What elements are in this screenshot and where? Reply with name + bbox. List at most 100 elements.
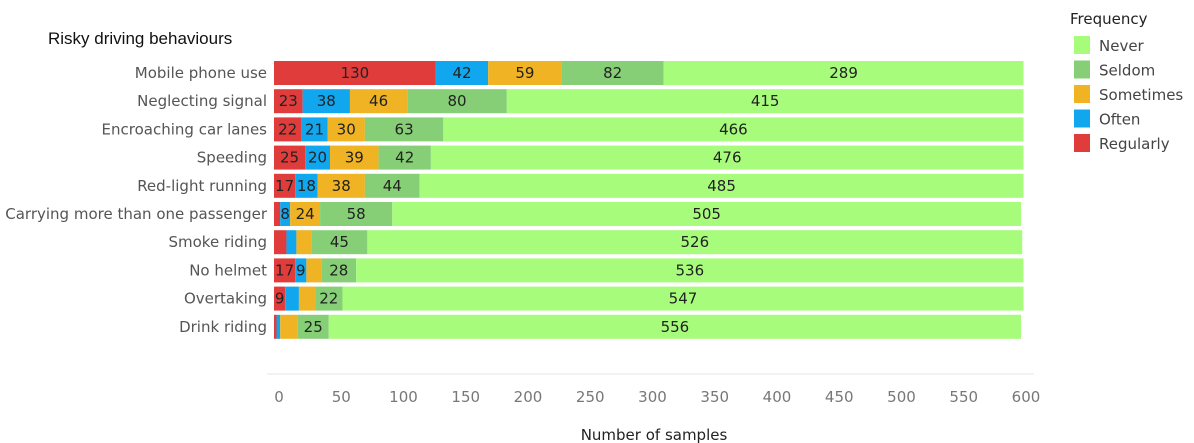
category-label-neglecting-signal: Neglecting signal xyxy=(137,92,267,110)
bar-often-carrying-more-than-one-passenger xyxy=(280,202,291,226)
x-tick-label: 200 xyxy=(514,388,543,406)
bar-seldom-smoke-riding xyxy=(311,230,368,255)
bar-regularly-drink-riding xyxy=(274,314,277,339)
data-label-seldom-mobile-phone-use: 82 xyxy=(603,64,622,82)
data-label-regularly-neglecting-signal: 23 xyxy=(279,92,298,110)
data-label-seldom-drink-riding: 25 xyxy=(304,318,323,336)
bar-never-drink-riding xyxy=(328,314,1021,339)
bar-often-red-light-running xyxy=(295,173,318,198)
data-label-often-no-helmet: 9 xyxy=(296,261,306,279)
legend-swatch-regularly xyxy=(1074,134,1090,152)
bar-sometimes-drink-riding xyxy=(280,314,298,339)
data-label-never-encroaching-car-lanes: 466 xyxy=(719,120,748,138)
bar-seldom-neglecting-signal xyxy=(407,89,507,114)
legend-swatch-seldom xyxy=(1074,60,1090,79)
data-label-never-neglecting-signal: 415 xyxy=(751,92,780,110)
data-label-regularly-overtaking: 9 xyxy=(275,290,285,308)
bar-often-encroaching-car-lanes xyxy=(301,117,328,142)
bar-never-smoke-riding xyxy=(367,230,1023,255)
bar-often-neglecting-signal xyxy=(302,89,350,114)
bar-sometimes-overtaking xyxy=(298,286,316,311)
legend-label-sometimes: Sometimes xyxy=(1099,86,1183,104)
bar-sometimes-encroaching-car-lanes xyxy=(327,117,365,142)
data-label-never-red-light-running: 485 xyxy=(707,177,736,195)
data-label-never-speeding: 476 xyxy=(713,149,742,167)
data-label-sometimes-red-light-running: 38 xyxy=(332,177,351,195)
x-tick-label: 600 xyxy=(1012,388,1041,406)
bar-regularly-encroaching-car-lanes xyxy=(274,117,302,142)
bar-seldom-overtaking xyxy=(315,286,343,311)
x-axis-title: Number of samples xyxy=(581,426,728,443)
bar-regularly-overtaking xyxy=(274,286,286,311)
x-tick-label: 150 xyxy=(451,388,480,406)
bar-seldom-speeding xyxy=(378,145,431,170)
bar-seldom-encroaching-car-lanes xyxy=(364,117,444,142)
bar-regularly-carrying-more-than-one-passenger xyxy=(274,202,281,226)
bar-often-smoke-riding xyxy=(286,230,297,255)
data-label-often-speeding: 20 xyxy=(308,149,327,167)
bar-never-overtaking xyxy=(342,286,1024,311)
x-tick-label: 300 xyxy=(638,388,667,406)
chart-title: Risky driving behaviours xyxy=(48,29,232,48)
data-label-regularly-speeding: 25 xyxy=(280,149,299,167)
legend-swatch-often xyxy=(1074,109,1090,128)
x-tick-label: 350 xyxy=(700,388,729,406)
x-tick-label: 500 xyxy=(887,388,916,406)
x-tick-label: 100 xyxy=(389,388,418,406)
category-label-red-light-running: Red-light running xyxy=(137,177,267,195)
category-label-overtaking: Overtaking xyxy=(184,290,267,308)
legend-swatch-never xyxy=(1074,36,1090,54)
bar-often-drink-riding xyxy=(276,314,281,339)
data-label-regularly-red-light-running: 17 xyxy=(275,177,294,195)
data-label-sometimes-mobile-phone-use: 59 xyxy=(515,64,534,82)
x-axis-ticks: 0 50 100 150 200 250 300 350 400 450 500 550 600 xyxy=(274,388,1040,406)
data-label-seldom-neglecting-signal: 80 xyxy=(447,92,466,110)
bar-never-encroaching-car-lanes xyxy=(443,117,1024,142)
x-tick-label: 400 xyxy=(763,388,792,406)
data-label-often-carrying-more-than-one-passenger: 8 xyxy=(280,205,290,223)
bar-sometimes-mobile-phone-use xyxy=(488,61,562,85)
legend-items: Never Seldom Sometimes Often Regularly xyxy=(1074,36,1183,153)
bar-often-speeding xyxy=(305,145,331,170)
data-label-sometimes-carrying-more-than-one-passenger: 24 xyxy=(296,205,315,223)
data-label-seldom-speeding: 42 xyxy=(395,149,414,167)
legend: Frequency Never Seldom Sometimes Often Regul… xyxy=(1070,10,1183,153)
bar-seldom-no-helmet xyxy=(321,258,357,283)
bar-never-mobile-phone-use xyxy=(663,61,1024,85)
legend-swatch-sometimes xyxy=(1074,85,1090,103)
data-label-often-red-light-running: 18 xyxy=(297,177,316,195)
category-label-speeding: Speeding xyxy=(197,149,267,167)
bar-regularly-red-light-running xyxy=(274,173,296,198)
bar-often-mobile-phone-use xyxy=(435,61,489,85)
legend-title: Frequency xyxy=(1070,10,1148,28)
category-label-no-helmet: No helmet xyxy=(189,261,267,279)
legend-label-regularly: Regularly xyxy=(1099,135,1170,153)
data-label-never-drink-riding: 556 xyxy=(661,318,690,336)
bar-often-overtaking xyxy=(285,286,299,311)
data-label-often-mobile-phone-use: 42 xyxy=(452,64,471,82)
data-label-regularly-encroaching-car-lanes: 22 xyxy=(278,120,297,138)
data-label-seldom-carrying-more-than-one-passenger: 58 xyxy=(347,205,366,223)
bar-never-no-helmet xyxy=(356,258,1024,283)
data-label-sometimes-neglecting-signal: 46 xyxy=(369,92,388,110)
bar-never-carrying-more-than-one-passenger xyxy=(392,202,1021,226)
bar-seldom-mobile-phone-use xyxy=(561,61,664,85)
x-tick-label: 50 xyxy=(332,388,351,406)
bar-sometimes-red-light-running xyxy=(317,173,365,198)
bar-regularly-neglecting-signal xyxy=(274,89,303,114)
bar-never-speeding xyxy=(430,145,1024,170)
category-label-carrying-more-than-one-passenger: Carrying more than one passenger xyxy=(5,205,268,223)
data-label-often-neglecting-signal: 38 xyxy=(317,92,336,110)
bar-seldom-drink-riding xyxy=(297,314,329,339)
bar-regularly-no-helmet xyxy=(274,258,296,283)
data-label-never-no-helmet: 536 xyxy=(676,261,705,279)
legend-label-often: Often xyxy=(1099,111,1140,129)
x-tick-label: 550 xyxy=(949,388,978,406)
data-label-never-mobile-phone-use: 289 xyxy=(829,64,858,82)
bar-often-no-helmet xyxy=(295,258,307,283)
data-label-never-smoke-riding: 526 xyxy=(680,233,709,251)
bar-sometimes-speeding xyxy=(330,145,379,170)
x-tick-label: 450 xyxy=(825,388,854,406)
